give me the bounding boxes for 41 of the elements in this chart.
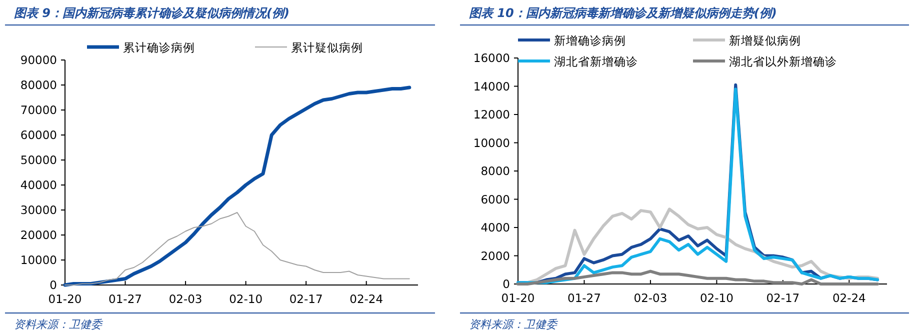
y-tick-label: 14000 [473, 79, 510, 94]
y-tick-label: 90000 [20, 53, 57, 67]
legend-label: 新增确诊病例 [554, 34, 626, 48]
y-tick-label: 6000 [480, 192, 510, 206]
x-tick-label: 02-24 [350, 292, 384, 306]
y-tick-label: 10000 [20, 253, 57, 267]
x-tick-label: 02-03 [634, 291, 668, 305]
y-tick-label: 80000 [20, 78, 57, 92]
y-tick-label: 60000 [20, 128, 57, 142]
x-tick-label: 01-20 [48, 292, 82, 306]
text: 资料来源：卫健委 [14, 318, 104, 331]
legend-label: 新增疑似病例 [729, 34, 801, 48]
y-tick-label: 40000 [20, 178, 57, 192]
y-tick-label: 8000 [480, 164, 510, 178]
x-tick-label: 02-10 [700, 291, 734, 305]
x-tick-label: 02-10 [229, 292, 263, 306]
legend-label: 累计确诊病例 [123, 40, 195, 54]
y-tick-label: 0 [50, 278, 57, 292]
x-tick-label: 01-27 [568, 291, 601, 305]
x-tick-label: 02-24 [832, 291, 866, 305]
chart-title: 图表 9：国内新冠病毒累计确诊及疑似病例情况(例) [14, 6, 290, 20]
chart-title: 图表 10：国内新冠病毒新增确诊及新增疑似病例走势(例) [469, 6, 777, 20]
y-tick-label: 2000 [480, 248, 510, 263]
y-tick-label: 20000 [20, 228, 57, 242]
legend-label: 湖北省新增确诊 [554, 54, 638, 68]
y-tick-label: 16000 [473, 51, 510, 65]
y-tick-label: 70000 [20, 103, 57, 117]
y-tick-label: 10000 [473, 136, 510, 150]
text: 资料来源：卫健委 [469, 318, 559, 331]
legend-label: 湖北省以外新增确诊 [729, 54, 837, 68]
y-tick-label: 0 [502, 277, 510, 291]
x-tick-label: 02-17 [289, 292, 323, 306]
legend-label: 累计疑似病例 [291, 40, 363, 54]
x-tick-label: 02-03 [168, 292, 202, 306]
x-tick-label: 02-17 [766, 291, 800, 305]
y-tick-label: 12000 [473, 108, 510, 122]
x-tick-label: 01-27 [108, 292, 142, 306]
y-tick-label: 30000 [20, 203, 57, 217]
y-tick-label: 50000 [20, 153, 57, 167]
y-tick-label: 4000 [480, 220, 510, 234]
x-tick-label: 01-20 [501, 291, 535, 305]
